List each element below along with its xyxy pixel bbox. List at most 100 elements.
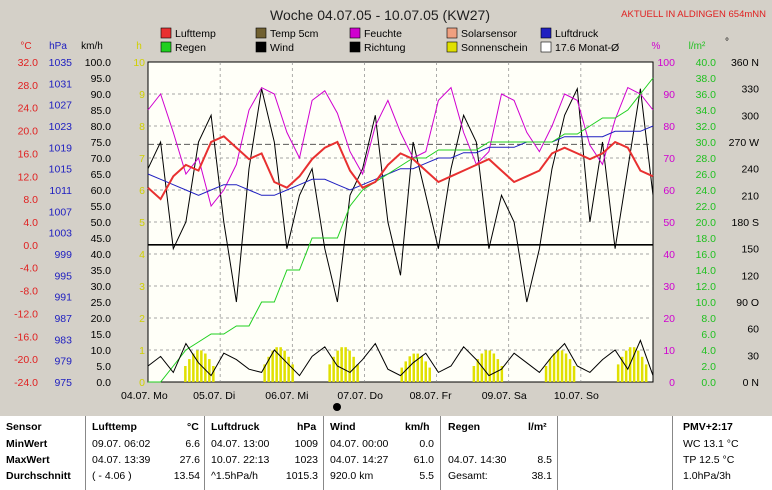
col-pmv <box>673 416 772 490</box>
sunshine-bar <box>332 356 335 382</box>
hpa-tick: 1015 <box>49 164 73 176</box>
hpa-tick: 1031 <box>49 78 73 90</box>
sunshine-bar <box>424 361 427 382</box>
sunshine-bar <box>275 347 278 382</box>
sunshine-bar <box>644 364 648 382</box>
sunshine-bar <box>572 366 576 382</box>
axis-ticks: 32.028.024.020.016.012.08.04.00.0-4.0-8.… <box>14 57 759 389</box>
kmh-tick: 60.0 <box>91 185 112 197</box>
pct-tick: 80 <box>663 121 675 133</box>
legend-swatch <box>540 41 552 53</box>
row-label: MaxWert <box>6 454 50 466</box>
legend-label: Wind <box>270 42 294 54</box>
sunshine-bar <box>344 347 347 382</box>
lm2-tick: 20.0 <box>696 217 717 229</box>
legend-label: Temp 5cm <box>270 28 319 40</box>
sunshine-bar <box>500 366 504 382</box>
hpa-tick: 1027 <box>49 100 73 112</box>
hdr-wind: Wind <box>330 421 356 433</box>
legend-swatch <box>349 27 361 39</box>
h-tick: 7 <box>139 153 145 165</box>
kmh-tick: 100.0 <box>85 57 111 69</box>
temp-tick: 20.0 <box>18 126 39 138</box>
x-tick-label: 09.07. Sa <box>482 390 527 402</box>
deg-tick: 240 <box>741 164 759 176</box>
h-tick: 2 <box>139 313 145 325</box>
lm2-tick: 8.0 <box>701 313 716 325</box>
sunshine-bar <box>484 350 488 382</box>
hpa-tick: 1011 <box>49 185 72 197</box>
hpa-tick: 995 <box>54 270 72 282</box>
pct-tick: 70 <box>663 153 675 165</box>
sunshine-bar <box>184 366 187 382</box>
h-tick: 10 <box>133 57 145 69</box>
scroll-marker-icon[interactable] <box>333 403 341 411</box>
hpa-tick: 975 <box>54 377 72 389</box>
lm2-tick: 40.0 <box>696 57 717 69</box>
lm2-tick: 36.0 <box>696 89 717 101</box>
legend-swatch <box>446 41 458 53</box>
hpa-tick: 987 <box>54 313 72 325</box>
x-tick-label: 10.07. So <box>554 390 599 402</box>
kmh-tick: 0.0 <box>96 377 111 389</box>
sunshine-bar <box>271 350 274 382</box>
lm2-tick: 4.0 <box>701 345 716 357</box>
lufttemp-value: 27.6 <box>179 454 200 466</box>
sunshine-bar <box>544 366 548 382</box>
grid-lines <box>148 62 653 382</box>
legend: Lufttemp Temp 5cm Feuchte Solarsensor Luftdr… <box>160 27 619 54</box>
chart-title: Woche 04.07.05 - 10.07.05 (KW27) <box>270 7 490 23</box>
hdr-regen: Regen <box>448 421 481 433</box>
location-banner: AKTUELL IN ALDINGEN 654mNN <box>621 9 766 20</box>
axis-title-hpa: hPa <box>49 41 67 52</box>
sunshine-bar <box>560 350 564 382</box>
kmh-tick: 95.0 <box>91 73 112 85</box>
legend-swatch <box>540 27 552 39</box>
legend-label: Lufttemp <box>175 28 216 40</box>
regen-time: 04.07. 14:30 <box>448 454 507 466</box>
sunshine-bar <box>279 347 282 382</box>
sunshine-bar <box>340 347 343 382</box>
wind-value: 5.5 <box>419 470 434 482</box>
lm2-tick: 12.0 <box>696 281 717 293</box>
temp-tick: 8.0 <box>23 194 38 206</box>
temp-tick: 0.0 <box>23 240 38 252</box>
kmh-tick: 40.0 <box>91 249 112 261</box>
hdr-regen-unit: l/m² <box>528 421 547 433</box>
legend-swatch <box>349 41 361 53</box>
lm2-tick: 18.0 <box>696 233 717 245</box>
lm2-tick: 24.0 <box>696 185 717 197</box>
axis-title-deg: ° <box>725 37 729 48</box>
temp-tick: 16.0 <box>18 148 39 160</box>
hpa-tick: 1003 <box>49 228 73 240</box>
legend-label: Sonnenschein <box>461 42 528 54</box>
temp-tick: -20.0 <box>14 354 38 366</box>
legend-swatch <box>446 27 458 39</box>
deg-tick: 120 <box>741 270 759 282</box>
sunshine-bar <box>196 350 199 382</box>
regen-time: Gesamt: <box>448 470 488 482</box>
hdr-lufttemp: Lufttemp <box>92 421 137 433</box>
temp-tick: 12.0 <box>18 171 39 183</box>
hdr-lufttemp-unit: °C <box>187 421 199 433</box>
temp-tick: 4.0 <box>23 217 38 229</box>
x-tick-label: 08.07. Fr <box>410 390 453 402</box>
h-tick: 5 <box>139 217 145 229</box>
weather-chart: Woche 04.07.05 - 10.07.05 (KW27) AKTUELL… <box>14 7 767 411</box>
temp-tick: -16.0 <box>14 331 38 343</box>
deg-tick: 30 <box>747 350 759 362</box>
kmh-tick: 70.0 <box>91 153 112 165</box>
lm2-tick: 22.0 <box>696 201 717 213</box>
h-tick: 4 <box>139 249 145 261</box>
legend-swatch <box>255 27 267 39</box>
pct-tick: 0 <box>669 377 675 389</box>
legend-label: Luftdruck <box>555 28 599 40</box>
pressure-line <box>147 125 654 196</box>
lufttemp-value: 6.6 <box>185 438 200 450</box>
legend-swatch <box>160 27 172 39</box>
sunshine-bar <box>404 361 407 382</box>
kmh-tick: 20.0 <box>91 313 112 325</box>
sunshine-bar <box>208 359 211 382</box>
luftdruck-value: 1023 <box>294 454 318 466</box>
lm2-tick: 10.0 <box>696 297 717 309</box>
